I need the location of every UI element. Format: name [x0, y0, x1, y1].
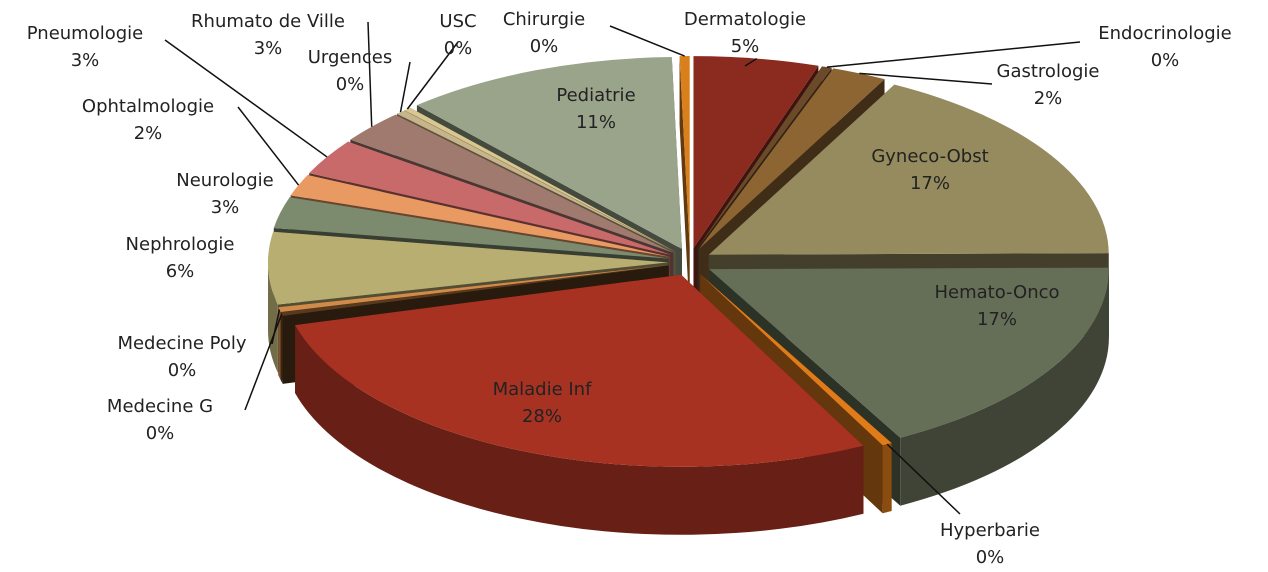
slice-label: Nephrologie — [126, 234, 235, 255]
slice-value-label: 3% — [71, 50, 100, 71]
slice — [273, 197, 669, 259]
slice-label: Medecine Poly — [117, 333, 246, 354]
slice-label: Hyperbarie — [940, 520, 1040, 541]
slice — [290, 174, 670, 257]
slice-value-label: 3% — [254, 38, 283, 59]
slice — [268, 231, 669, 305]
slice-label: Ophtalmologie — [82, 96, 214, 117]
slice-side — [882, 442, 892, 514]
slice-value-label: 11% — [576, 112, 616, 133]
slice-label: USC — [439, 11, 476, 32]
slice — [697, 66, 832, 249]
leader-line — [237, 106, 300, 186]
slice-value-label: 28% — [522, 406, 562, 427]
leader-line — [859, 72, 993, 85]
slice — [693, 56, 819, 249]
slice-label: Gastrologie — [997, 61, 1100, 82]
slice-value-label: 0% — [168, 360, 197, 381]
slice-tops — [268, 56, 1109, 467]
slice-value-label: 5% — [731, 36, 760, 57]
slice — [295, 274, 864, 467]
slice — [698, 68, 885, 250]
slice — [350, 114, 674, 253]
slice-label: Hemato-Onco — [934, 282, 1059, 303]
leader-line — [886, 443, 961, 515]
slice-label: Urgences — [308, 47, 393, 68]
slice-value-label: 0% — [1151, 50, 1180, 71]
slice-label: Endocrinologie — [1098, 23, 1231, 44]
slice — [280, 265, 669, 316]
slice — [416, 57, 682, 249]
slice-value-label: 2% — [134, 123, 163, 144]
slice — [708, 84, 1109, 255]
slice-label: Neurologie — [176, 170, 273, 191]
slice-value-label: 3% — [211, 197, 240, 218]
slice-value-label: 0% — [444, 38, 473, 59]
slice — [404, 107, 676, 252]
slice-label: Medecine G — [107, 396, 213, 417]
leader-line — [367, 21, 373, 127]
slice-label: Pneumologie — [27, 23, 144, 44]
slice-wall — [679, 56, 690, 317]
leader-line — [406, 41, 459, 110]
slice-label: Gyneco-Obst — [871, 146, 988, 167]
slice-value-label: 0% — [530, 36, 559, 57]
slice-value-label: 0% — [146, 423, 175, 444]
slice — [700, 274, 892, 446]
slice-label: Maladie Inf — [493, 379, 593, 400]
slice — [309, 141, 672, 255]
slice-value-label: 17% — [977, 309, 1017, 330]
slice-label: Rhumato de Ville — [191, 11, 345, 32]
slice-value-label: 17% — [910, 173, 950, 194]
slice-value-label: 0% — [336, 74, 365, 95]
leader-line — [271, 309, 281, 345]
slice — [396, 110, 675, 252]
leader-line — [164, 39, 328, 158]
labels: Dermatologie 5% Endocrinologie 0% Gastrologi… — [27, 9, 1232, 568]
slice-side — [278, 307, 281, 381]
slice — [708, 267, 1109, 438]
slice — [278, 265, 669, 313]
slice-side — [295, 325, 864, 535]
slice-side — [280, 312, 283, 384]
slice-side — [900, 269, 1109, 506]
slice-value-label: 0% — [976, 547, 1005, 568]
slice-label: Chirurgie — [503, 9, 585, 30]
slice — [679, 56, 690, 249]
leader-line — [744, 57, 758, 67]
leader-line — [399, 61, 411, 113]
leader-line — [826, 41, 1081, 68]
slice-label: Pediatrie — [556, 85, 635, 106]
slice-label: Dermatologie — [684, 9, 806, 30]
slice-value-label: 2% — [1034, 88, 1063, 109]
leader-line — [609, 25, 685, 57]
slice-value-label: 6% — [166, 261, 195, 282]
